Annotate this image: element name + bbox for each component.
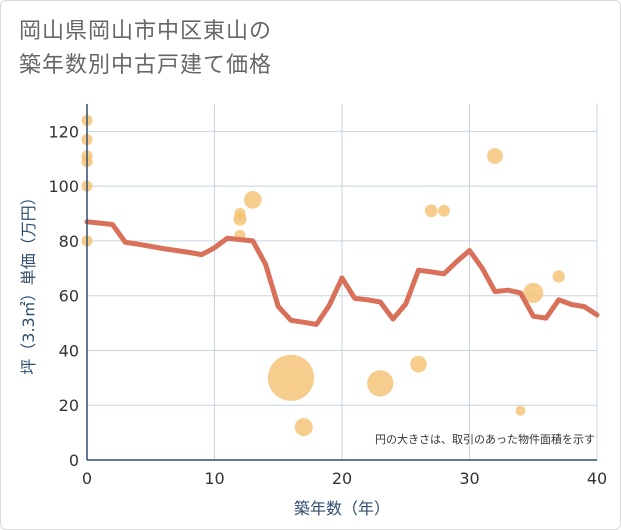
y-tick-label-6: 120	[48, 122, 79, 141]
bubble-point-18	[523, 282, 544, 303]
y-tick-label-0: 0	[69, 451, 79, 470]
x-tick-label-1: 10	[204, 469, 224, 488]
chart-title-line-2: 築年数別中古戸建て価格	[19, 53, 273, 78]
bubble-point-19	[552, 270, 565, 283]
y-axis-title: 坪（3.3㎡）単価（万円）	[19, 189, 38, 374]
bubble-point-17	[515, 405, 526, 416]
bubble-point-12	[367, 370, 394, 397]
x-tick-label-4: 40	[587, 469, 607, 488]
bubble-point-7	[233, 212, 247, 226]
bubble-point-16	[487, 148, 503, 164]
chart-title: 岡山県岡山市中区東山の 築年数別中古戸建て価格	[19, 15, 272, 83]
y-tick-label-4: 80	[59, 232, 79, 251]
x-axis-title: 築年数（年）	[294, 499, 390, 518]
bubble-point-11	[294, 418, 313, 437]
bubble-point-14	[424, 204, 438, 218]
bubble-point-10	[267, 354, 315, 401]
y-tick-label-2: 40	[59, 341, 79, 360]
bubble-point-9	[243, 190, 262, 209]
y-tick-label-3: 60	[59, 287, 79, 306]
x-tick-label-0: 0	[82, 469, 92, 488]
x-tick-label-3: 30	[459, 469, 479, 488]
bubble-point-15	[438, 204, 450, 217]
y-tick-label-1: 20	[59, 396, 79, 415]
y-tick-label-5: 100	[48, 177, 79, 196]
series-line-average	[84, 219, 600, 327]
bubble-size-note: 円の大きさは、取引のあった物件面積を示す	[375, 432, 595, 446]
x-tick-label-2: 20	[332, 469, 352, 488]
chart-title-line-1: 岡山県岡山市中区東山の	[19, 19, 273, 44]
bubble-point-13	[410, 355, 427, 373]
